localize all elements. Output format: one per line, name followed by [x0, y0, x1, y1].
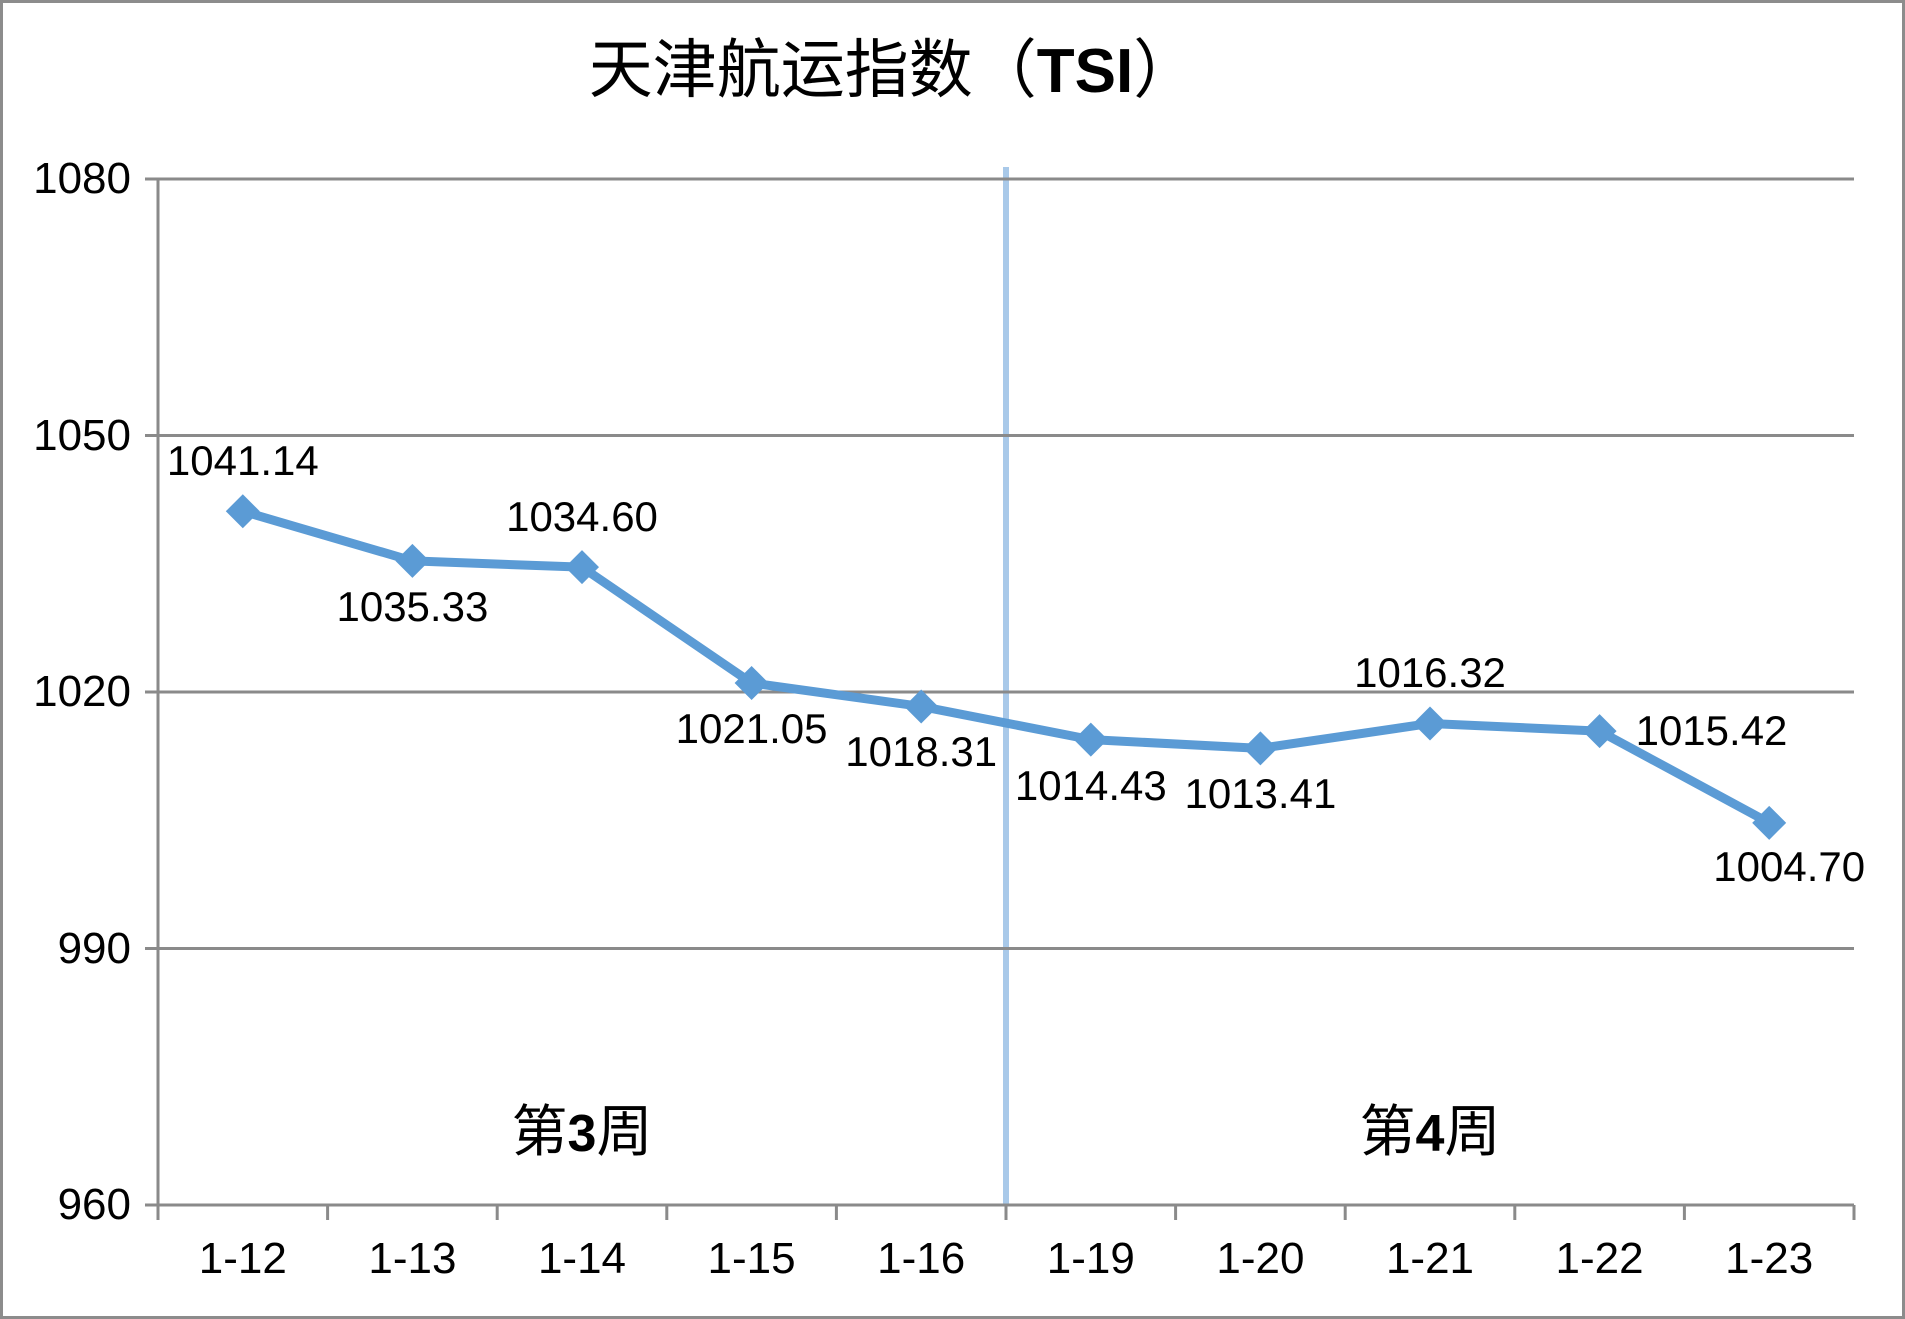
- data-point-marker: [1413, 706, 1447, 741]
- data-point-marker: [1073, 722, 1108, 757]
- week3-suffix: 周: [596, 1100, 653, 1165]
- data-point-label: 1015.42: [1635, 707, 1788, 755]
- x-axis-tick-label: 1-21: [1385, 1234, 1475, 1283]
- week3-annotation: 第3周: [512, 1101, 653, 1166]
- data-point-marker: [395, 543, 430, 578]
- week4-number: 4: [1415, 1105, 1445, 1163]
- week4-annotation: 第4周: [1360, 1101, 1501, 1166]
- y-axis-tick-label: 1050: [33, 410, 131, 460]
- x-axis-tick-label: 1-19: [1046, 1234, 1135, 1283]
- week3-number: 3: [567, 1105, 597, 1163]
- y-axis-tick-label: 960: [57, 1180, 131, 1229]
- data-point-marker: [734, 666, 769, 701]
- data-point-marker: [1582, 714, 1617, 749]
- x-axis-tick-label: 1-15: [707, 1234, 796, 1283]
- chart-title-close-paren: ）: [1133, 34, 1198, 108]
- data-point-label: 1034.60: [506, 493, 658, 541]
- data-point-label: 1018.31: [845, 728, 998, 776]
- data-point-marker: [1752, 805, 1787, 840]
- plot-area: [145, 167, 1856, 1220]
- data-point-label: 1035.33: [336, 582, 489, 630]
- x-axis-tick-label: 1-12: [198, 1234, 287, 1283]
- data-point-label: 1016.32: [1354, 649, 1506, 697]
- data-point-label: 1021.05: [675, 705, 828, 753]
- week4-suffix: 周: [1444, 1100, 1501, 1165]
- y-axis-tick-label: 990: [57, 923, 131, 973]
- x-axis-tick-label: 1-14: [537, 1234, 627, 1283]
- data-point-marker: [565, 550, 599, 585]
- week3-prefix: 第: [511, 1100, 568, 1165]
- x-axis-tick-label: 1-22: [1555, 1234, 1644, 1283]
- data-point-label: 1013.41: [1184, 770, 1337, 818]
- x-axis-tick-label: 1-23: [1725, 1234, 1814, 1283]
- data-point-marker: [904, 689, 939, 724]
- data-point-label: 1041.14: [166, 437, 319, 485]
- x-axis-tick-label: 1-16: [877, 1234, 966, 1283]
- data-point-marker: [225, 494, 260, 529]
- x-axis-tick-label: 1-20: [1216, 1234, 1305, 1283]
- week4-prefix: 第: [1359, 1100, 1416, 1165]
- y-axis-tick-label: 1020: [33, 667, 131, 716]
- y-axis-tick-label: 1080: [33, 154, 131, 203]
- tsi-series-line: [238, 506, 1774, 828]
- data-point-label: 1014.43: [1014, 761, 1167, 809]
- data-point-label: 1004.70: [1713, 842, 1866, 890]
- chart-title: 天津航运指数（TSI）: [589, 33, 1197, 110]
- chart-title-text: 天津航运指数（: [588, 34, 1037, 108]
- x-axis-tick-label: 1-13: [368, 1234, 457, 1283]
- data-point-marker: [1243, 731, 1278, 766]
- chart-title-tsi: TSI: [1036, 37, 1134, 106]
